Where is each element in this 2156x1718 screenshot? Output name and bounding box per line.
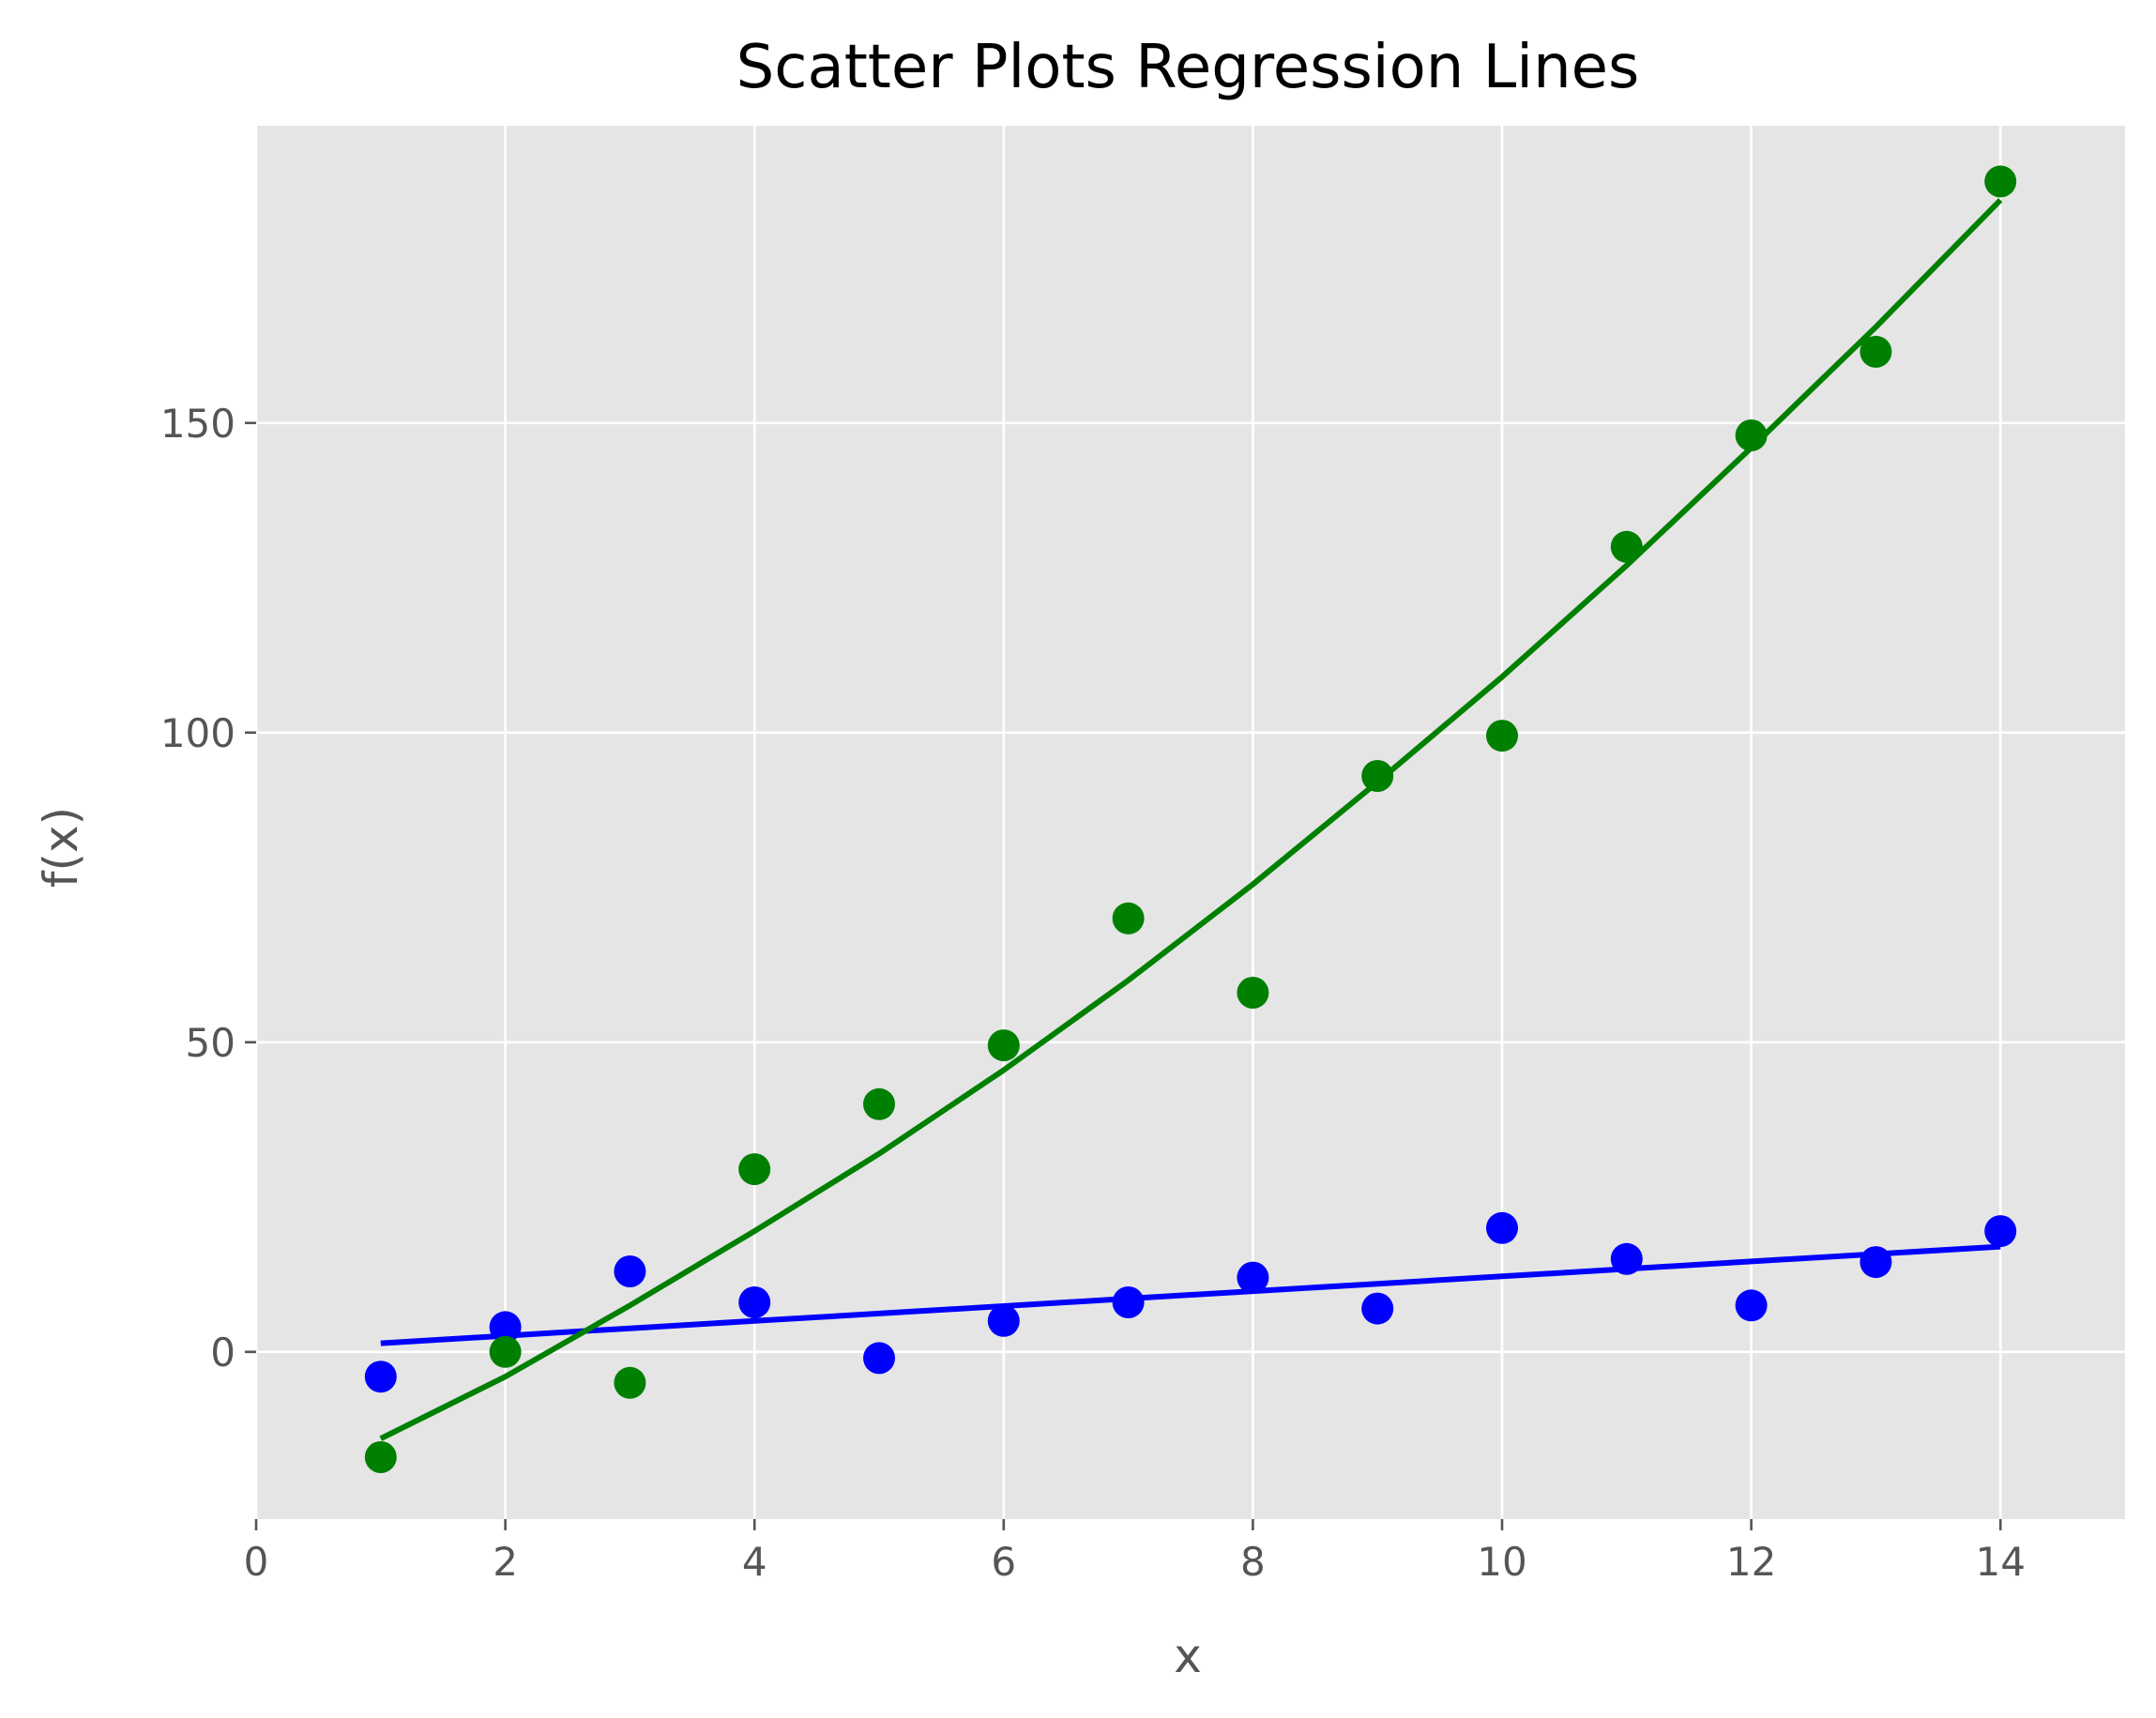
green-scatter-point — [1361, 760, 1394, 792]
blue-scatter-point — [489, 1311, 522, 1344]
green-regression-line — [379, 198, 2003, 1441]
x-tick-label: 10 — [1477, 1539, 1526, 1585]
plot-area — [256, 126, 2125, 1519]
green-scatter-point — [738, 1153, 771, 1186]
y-axis-label: f(x) — [34, 807, 88, 888]
x-tick-label: 6 — [991, 1539, 1016, 1585]
green-scatter-point — [614, 1366, 646, 1399]
blue-scatter-point — [1735, 1289, 1768, 1322]
blue-scatter-point — [1860, 1246, 1892, 1279]
blue-scatter-point — [1361, 1292, 1394, 1325]
green-scatter-point — [863, 1087, 895, 1120]
grid-lines — [254, 126, 2125, 1519]
y-tick-label: 100 — [160, 710, 235, 756]
green-scatter-point — [1112, 902, 1145, 935]
y-tick-label: 0 — [210, 1330, 235, 1376]
chart-title: Scatter Plots Regression Lines — [736, 33, 1640, 102]
green-scatter-point — [1237, 977, 1269, 1009]
axis-ticks: 0 2 4 6 8 10 12 14 0 50 100 150 — [160, 401, 2026, 1585]
blue-scatter-point — [364, 1361, 397, 1393]
regression-lines — [379, 198, 2003, 1441]
x-tick-label: 14 — [1975, 1539, 2025, 1585]
x-tick-label: 4 — [742, 1539, 767, 1585]
blue-scatter-point — [1610, 1242, 1643, 1275]
x-tick-label: 0 — [244, 1539, 269, 1585]
y-tick-label: 50 — [186, 1020, 235, 1066]
y-tick-label: 150 — [160, 401, 235, 447]
blue-scatter-point — [863, 1342, 895, 1375]
green-scatter-point — [1610, 530, 1643, 563]
blue-regression-line — [380, 1243, 2001, 1346]
green-scatter-point — [1486, 720, 1518, 753]
blue-scatter-point — [1237, 1261, 1269, 1294]
x-tick-label: 12 — [1726, 1539, 1776, 1585]
blue-scatter-point — [738, 1286, 771, 1318]
blue-scatter-point — [614, 1255, 646, 1287]
blue-scatter-point — [987, 1304, 1020, 1337]
green-scatter-point — [489, 1335, 522, 1368]
blue-scatter-point — [1112, 1286, 1145, 1318]
x-tick-label: 8 — [1240, 1539, 1266, 1585]
x-axis-label: x — [1174, 1629, 1202, 1683]
blue-scatter-point — [1984, 1215, 2017, 1248]
green-scatter-point — [364, 1441, 397, 1473]
green-scatter-point — [1984, 165, 2017, 198]
x-tick-label: 2 — [493, 1539, 518, 1585]
blue-scatter-point — [1486, 1211, 1518, 1244]
scatter-points — [364, 165, 2017, 1473]
green-scatter-point — [1735, 419, 1768, 451]
green-scatter-point — [987, 1029, 1020, 1062]
green-scatter-point — [1860, 335, 1892, 368]
